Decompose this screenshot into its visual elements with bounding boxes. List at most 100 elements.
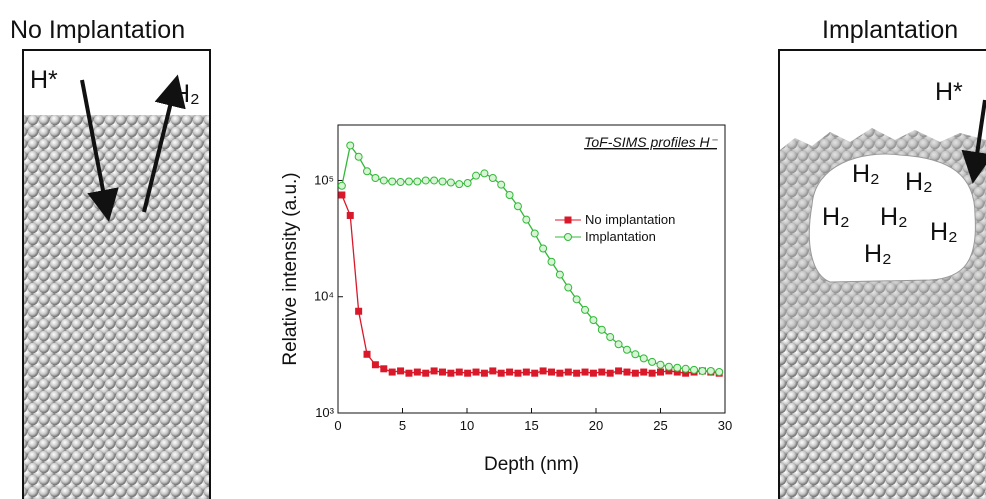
point [422, 369, 430, 377]
species-label: H* [935, 78, 963, 106]
arrow [961, 99, 986, 184]
legend-marker [564, 233, 572, 241]
point [715, 368, 724, 377]
point [363, 350, 371, 358]
point [623, 368, 631, 376]
point [346, 211, 354, 219]
point [589, 316, 598, 325]
species-label: H₂ [930, 218, 958, 246]
point [447, 369, 455, 377]
point [639, 354, 648, 363]
point [564, 283, 573, 292]
x-tick-label: 30 [718, 418, 732, 433]
point [514, 369, 522, 377]
h2-bubble [808, 153, 976, 283]
point [513, 202, 522, 211]
point [690, 365, 699, 374]
x-tick-label: 15 [524, 418, 538, 433]
panel-title: Implantation [822, 16, 958, 44]
y-tick-label: 10³ [315, 405, 334, 420]
y-tick-label: 10⁴ [314, 289, 334, 304]
lattice [780, 330, 986, 499]
x-tick-label: 0 [334, 418, 341, 433]
point [421, 176, 430, 185]
point [354, 152, 363, 161]
legend-label: Implantation [585, 229, 656, 244]
point [522, 368, 530, 376]
point [656, 360, 665, 369]
point [446, 178, 455, 187]
point [397, 367, 405, 375]
point [337, 181, 346, 190]
point [606, 369, 614, 377]
point [598, 368, 606, 376]
point [706, 366, 715, 375]
point [539, 244, 548, 253]
series-line [341, 194, 720, 374]
point [589, 369, 597, 377]
point [380, 365, 388, 373]
lattice [24, 115, 209, 499]
point [631, 369, 639, 377]
x-axis-label: Depth (nm) [484, 454, 579, 475]
point [614, 340, 623, 349]
x-tick-label: 10 [460, 418, 474, 433]
point [497, 180, 506, 189]
point [531, 369, 539, 377]
point [597, 325, 606, 334]
point [505, 190, 514, 199]
point [657, 368, 664, 376]
point [506, 368, 514, 376]
point [555, 270, 564, 279]
point [615, 367, 623, 375]
point [489, 367, 497, 375]
point [648, 357, 657, 366]
species-label: H₂ [852, 160, 880, 188]
point [530, 229, 539, 238]
point [405, 369, 413, 377]
point [581, 305, 590, 314]
point [556, 369, 564, 377]
point [413, 368, 421, 376]
point [547, 257, 556, 266]
point [396, 178, 405, 187]
point [480, 169, 489, 178]
point [404, 177, 413, 186]
point [388, 177, 397, 186]
point [564, 368, 572, 376]
panel-title: No Implantation [10, 16, 185, 44]
point [606, 333, 615, 342]
point [464, 369, 472, 377]
x-tick-label: 25 [653, 418, 667, 433]
point [665, 367, 673, 375]
point [430, 367, 438, 375]
point [472, 171, 481, 180]
point [438, 368, 446, 376]
point [388, 368, 396, 376]
point [480, 369, 488, 377]
species-label: H₂ [880, 203, 908, 231]
point [681, 364, 690, 373]
y-tick-label: 10⁵ [314, 172, 334, 187]
point [338, 191, 346, 199]
species-label: H₂ [905, 168, 933, 196]
arrow [80, 79, 119, 222]
chart: 0 5 10 15 20 25 30 10³ 10⁴ 10⁵ Depth (nm) Relative … [280, 124, 732, 475]
legend-label: No implantation [585, 212, 675, 227]
point [673, 368, 681, 376]
point [640, 368, 648, 376]
point [673, 363, 682, 372]
point [355, 307, 363, 315]
point [698, 366, 707, 375]
point [539, 367, 547, 375]
point [573, 369, 581, 377]
point [648, 369, 656, 377]
point [413, 177, 422, 186]
point [682, 369, 690, 377]
point [631, 350, 640, 359]
point [363, 167, 372, 176]
point [455, 180, 464, 189]
point [497, 369, 505, 377]
point [371, 174, 380, 183]
